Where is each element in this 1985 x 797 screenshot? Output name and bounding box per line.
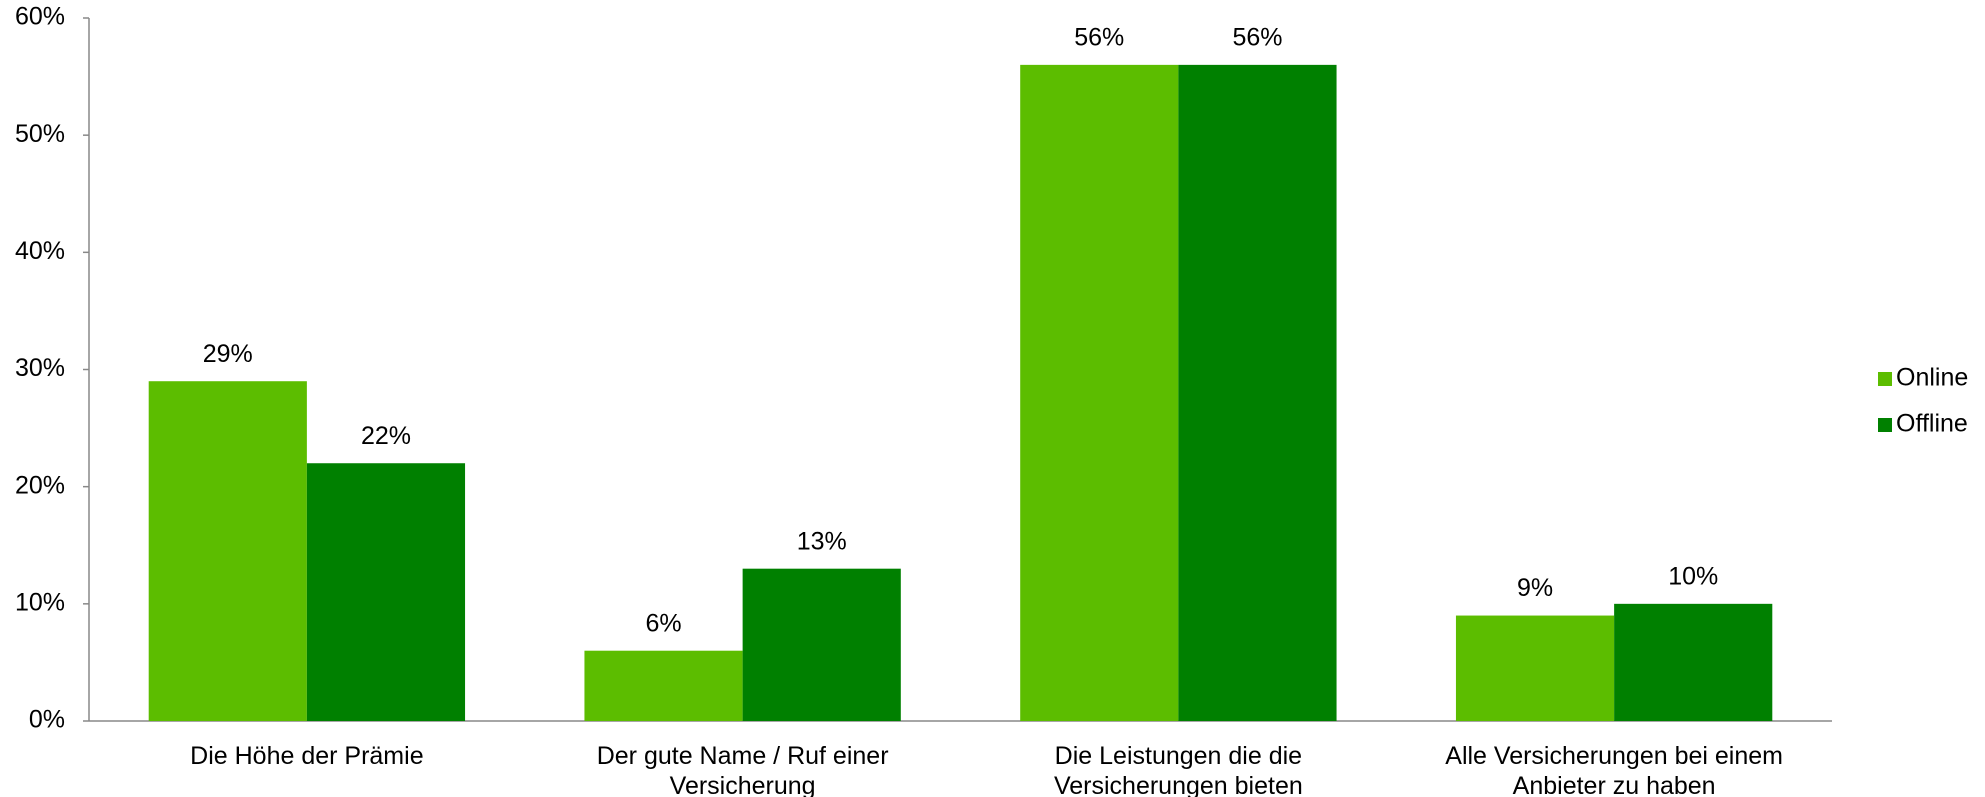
y-tick-label: 60% [15, 3, 65, 31]
x-tick-label: Der gute Name / Ruf einer Versicherung [596, 742, 889, 797]
legend-label: Online [1896, 364, 1968, 392]
value-label: 9% [1517, 574, 1553, 602]
y-tick-label: 40% [15, 237, 65, 265]
value-label: 13% [797, 527, 847, 555]
bar [1020, 64, 1179, 721]
bar [1178, 64, 1337, 721]
legend-label: Offline [1896, 410, 1968, 438]
value-label: 22% [361, 422, 411, 450]
value-label: 10% [1668, 562, 1718, 590]
bar [742, 568, 901, 721]
value-label: 6% [645, 609, 681, 637]
value-label: 29% [203, 340, 253, 368]
legend-swatch [1878, 418, 1892, 432]
y-tick-label: 50% [15, 120, 65, 148]
y-tick-label: 0% [29, 706, 65, 734]
y-tick-label: 30% [15, 354, 65, 382]
bar [148, 381, 307, 721]
bar [1614, 603, 1773, 721]
value-label: 56% [1074, 23, 1124, 51]
x-tick-label: Alle Versicherungen bei einem Anbieter z… [1445, 742, 1783, 797]
y-tick-label: 10% [15, 588, 65, 616]
x-tick-label: Die Höhe der Prämie [190, 742, 424, 770]
x-tick-label: Die Leistungen die die Versicherungen bi… [1053, 742, 1303, 797]
value-label: 56% [1232, 23, 1282, 51]
bar [306, 463, 466, 721]
bar [1455, 615, 1615, 721]
bar [584, 650, 743, 721]
legend-swatch [1878, 372, 1892, 386]
y-tick-label: 20% [15, 471, 65, 499]
